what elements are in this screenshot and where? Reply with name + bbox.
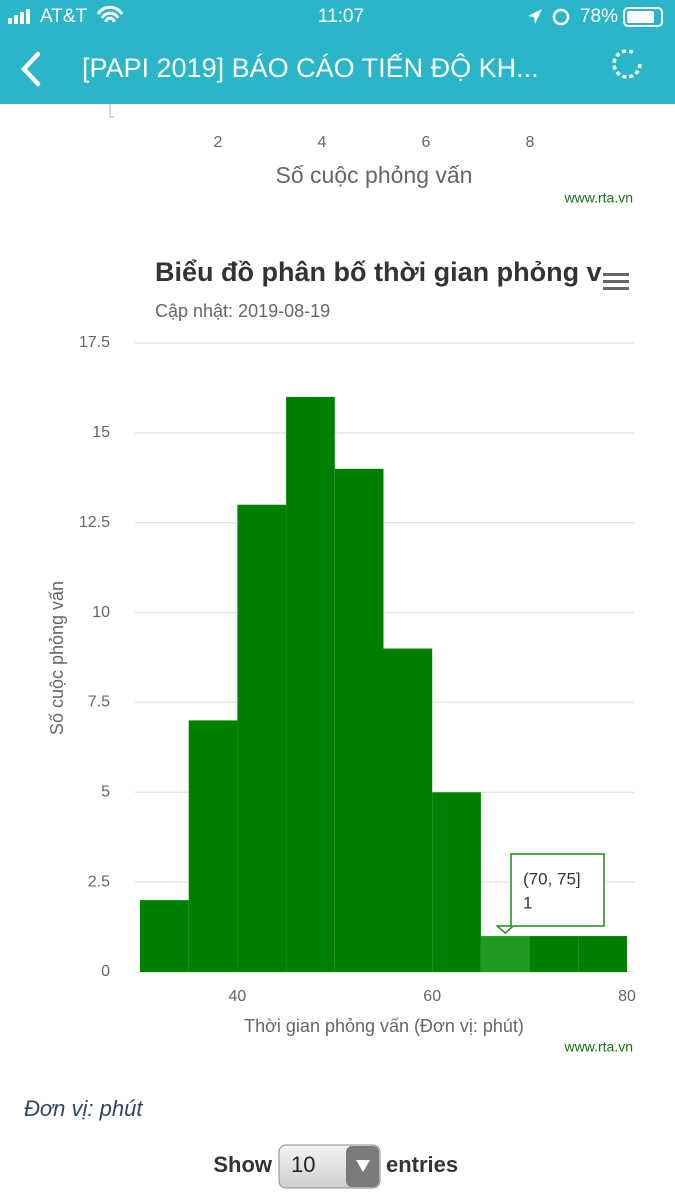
app-title: [PAPI 2019] BÁO CÁO TIẾN ĐỘ KH... xyxy=(82,52,539,83)
tooltip-box xyxy=(495,853,605,935)
bar xyxy=(578,936,627,972)
y-tick-label: 15 xyxy=(92,424,110,441)
top-x-tick-label: 4 xyxy=(318,134,327,151)
bar xyxy=(286,396,335,972)
y-axis-label: Số cuộc phỏng vấn xyxy=(47,581,67,735)
top-x-tick-label: 2 xyxy=(214,134,223,151)
y-tick-label: 10 xyxy=(92,604,110,621)
y-tick-label: 17.5 xyxy=(79,334,110,351)
tooltip-label: (70, 75] xyxy=(523,869,581,888)
back-button[interactable] xyxy=(20,51,41,87)
bar xyxy=(334,468,384,972)
entries-label: entries xyxy=(386,1152,458,1177)
battery-fill xyxy=(627,11,654,23)
clock: 11:07 xyxy=(318,6,364,27)
y-tick-label: 0 xyxy=(101,963,110,980)
top-x-tick-label: 8 xyxy=(526,134,535,151)
show-label: Show xyxy=(213,1152,273,1177)
unit-note: Đơn vị: phút xyxy=(24,1096,143,1121)
chart-title: Biểu đồ phân bố thời gian phỏng v xyxy=(155,257,602,287)
credit: www.rta.vn xyxy=(564,190,633,206)
tooltip-value: 1 xyxy=(523,893,532,912)
tooltip: (70, 75] 1 xyxy=(495,853,605,935)
bar xyxy=(529,936,579,972)
top-x-tick-label: 6 xyxy=(422,134,431,151)
bar xyxy=(188,720,238,972)
chart-subtitle: Cập nhật: 2019-08-19 xyxy=(155,301,330,321)
select-arrow xyxy=(356,1160,370,1172)
x-tick-label: 40 xyxy=(229,988,247,1005)
top-x-label: Số cuộc phỏng vấn xyxy=(276,162,473,188)
signal-icon xyxy=(8,9,30,24)
x-tick-label: 60 xyxy=(423,988,441,1005)
alarm-icon xyxy=(552,8,570,26)
y-tick-label: 7.5 xyxy=(88,694,110,711)
chart-menu[interactable] xyxy=(603,273,629,290)
y-tick-label: 2.5 xyxy=(88,873,110,890)
bar xyxy=(140,900,189,972)
bar xyxy=(383,648,433,972)
battery-icon xyxy=(623,7,663,27)
y-tick-label: 12.5 xyxy=(79,514,110,531)
wifi-icon xyxy=(96,5,124,23)
entries-value: 10 xyxy=(291,1152,315,1177)
x-axis-label: Thời gian phỏng vấn (Đơn vị: phút) xyxy=(244,1016,524,1036)
y-tick-label: 5 xyxy=(101,784,110,801)
battery-level: 78% xyxy=(580,6,618,27)
bar xyxy=(480,936,530,972)
axis-stub xyxy=(109,104,114,118)
x-tick-label: 80 xyxy=(618,988,636,1005)
bar xyxy=(237,504,287,972)
bar xyxy=(432,792,481,972)
credit: www.rta.vn xyxy=(564,1039,633,1055)
carrier: AT&T xyxy=(40,6,88,27)
refresh-button[interactable] xyxy=(612,49,642,79)
location-icon xyxy=(528,9,542,24)
